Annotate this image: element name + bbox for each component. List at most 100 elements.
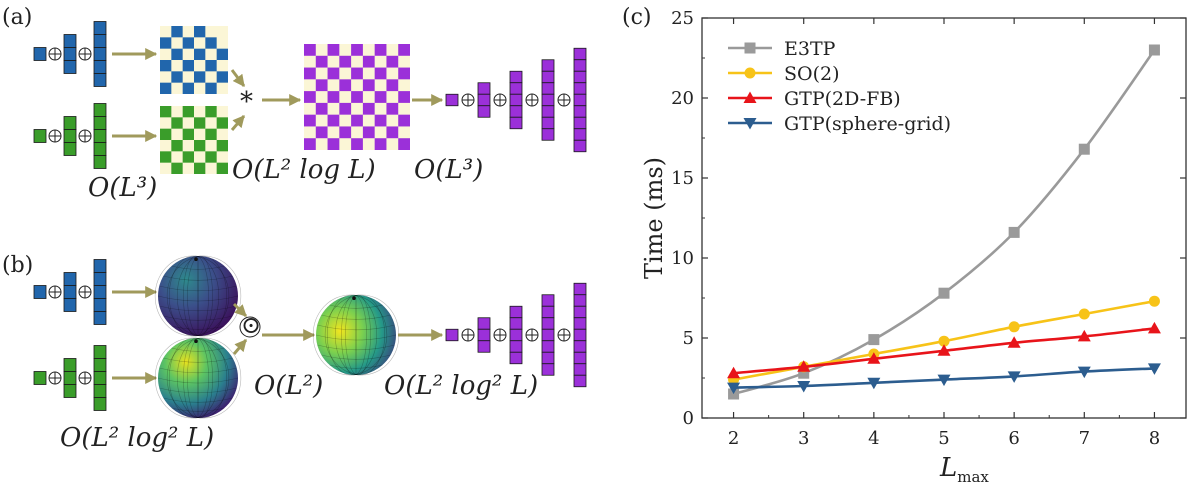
pointwise-operator: ⊙ [241,311,261,339]
a-purple-checkerboard-cell [374,114,387,127]
a-purple-checkerboard-cell [339,102,352,115]
a-purple-checkerboard-cell [327,67,340,80]
a-blue-checkerboard-cell [171,48,183,60]
b-green-stack-column-2 [63,358,77,372]
b-purple-stack-column-4 [541,294,555,307]
a-green-checkerboard-cell [205,128,217,140]
a-blue-checkerboard-cell [194,71,206,83]
b-green-stack-column-3 [93,371,107,385]
a-purple-stack-column-5 [573,82,587,95]
a-green-checkerboard-cell [160,106,172,118]
b-sphere-blue-longitude [176,255,228,337]
x-tick-label: 5 [938,428,949,449]
b-sphere-blue-longitude [166,255,242,337]
complexity-b-left: O(L² log² L) [60,423,214,453]
a-green-checkerboard-cell [171,117,183,129]
a-blue-checkerboard-cell [216,71,228,83]
a-purple-checkerboard-cell [386,55,399,68]
a-purple-stack-column-5 [573,105,587,118]
a-green-stack-column-3 [93,103,107,117]
a-arrow [230,69,246,87]
y-tick-label: 5 [683,328,694,349]
b-sphere-blue-latitude [159,305,237,312]
b-purple-stack-column-2 [477,317,491,330]
b-sphere-product-longitude [326,294,378,376]
legend-marker-gtp-2d-fb [743,91,757,103]
b-blue-stack-column-3 [93,298,107,312]
y-tick-label: 10 [671,248,694,269]
complexity-a-right: O(L³) [414,155,483,185]
b-sphere-green-latitude [159,387,237,394]
a-blue-checkerboard-cell [205,82,217,94]
data-point-gtp-2d-fb [1147,321,1161,334]
b-purple-stack-column-4 [541,340,555,353]
a-purple-checkerboard-cell [351,67,363,80]
a-blue-stack-column-3 [93,47,107,61]
b-green-stack-column-3 [93,358,107,372]
a-purple-checkerboard-cell [304,44,316,56]
a-blue-checkerboard-cell [160,60,172,72]
b-sphere-blue-pole [194,257,198,262]
data-point-gtp-sphere-grid [1147,363,1161,375]
a-purple-checkerboard-cell [304,114,316,127]
b-green-stack-column-2 [63,371,77,385]
a-blue-stack-column-2 [63,34,77,48]
data-point-gtp-2d-fb [1077,329,1091,342]
b-sphere-green-longitude [176,337,228,419]
a-purple-checkerboard-cell [351,91,363,103]
a-blue-stack-column-3 [93,21,107,35]
a-purple-checkerboard-cell [386,126,399,139]
b-sphere-green-latitude [171,347,225,352]
b-sphere-blue-longitude [183,255,209,337]
b-sphere-blue-latitude [159,285,237,292]
legend-marker-e3tp [744,42,756,54]
a-purple-stack-column-3 [509,105,523,118]
data-point-so-2 [1078,308,1090,320]
a-purple-checkerboard-cell [398,114,410,127]
a-purple-checkerboard-cell [374,44,387,56]
a-purple-checkerboard-cell [374,138,387,150]
b-sphere-blue-latitude [171,325,225,330]
b-arrow [232,302,248,318]
a-purple-stack-column-3 [509,116,523,130]
b-purple-stack-column-5 [573,282,587,296]
b-arrow [232,339,248,355]
b-sphere-blue-longitude [197,255,199,337]
b-purple-stack-column-3 [509,351,523,365]
a-green-checkerboard-cell [182,128,194,140]
b-sphere-green-longitude [166,337,242,419]
b-purple-stack-column-5 [573,305,587,319]
x-tick-label: 6 [1008,428,1019,449]
b-green-stack-column-3 [93,384,107,398]
a-purple-checkerboard-cell [386,79,399,92]
b-green-stack-column-1 [33,371,47,385]
complexity-a-left: O(L³) [88,173,157,203]
a-blue-checkerboard-cell [171,26,183,38]
a-blue-checkerboard-cell [182,60,194,72]
complexity-a-mid: O(L² log L) [232,155,376,185]
panel-label-b: (b) [2,253,33,278]
a-green-checkerboard-cell [216,140,228,152]
b-sphere-green-longitude [168,337,220,419]
a-purple-stack-column-4 [541,59,555,72]
b-purple-stack-column-5 [573,374,587,388]
a-purple-stack-column-3 [509,93,523,107]
y-tick-label: 25 [671,8,694,29]
a-green-checkerboard-cell [205,106,217,118]
a-purple-stack-column-5 [573,59,587,72]
data-point-so-2 [1008,321,1020,333]
complexity-b-right: O(L² log² L) [384,371,538,401]
a-purple-stack-column-5 [573,93,587,107]
a-blue-checkerboard-cell [216,48,228,60]
b-blue-stack-column-2 [63,298,77,312]
a-green-checkerboard-cell [182,151,194,163]
pointwise-circle [239,316,261,338]
a-purple-checkerboard-cell [315,55,328,68]
b-sphere-product-latitude [329,364,383,369]
b-purple-stack-column-3 [509,305,523,319]
a-blue-stack-column-2 [63,47,77,61]
b-sphere-blue-latitude [157,295,239,302]
a-green-stack-column-3 [93,142,107,156]
legend-label-e3tp: E3TP [784,38,836,60]
